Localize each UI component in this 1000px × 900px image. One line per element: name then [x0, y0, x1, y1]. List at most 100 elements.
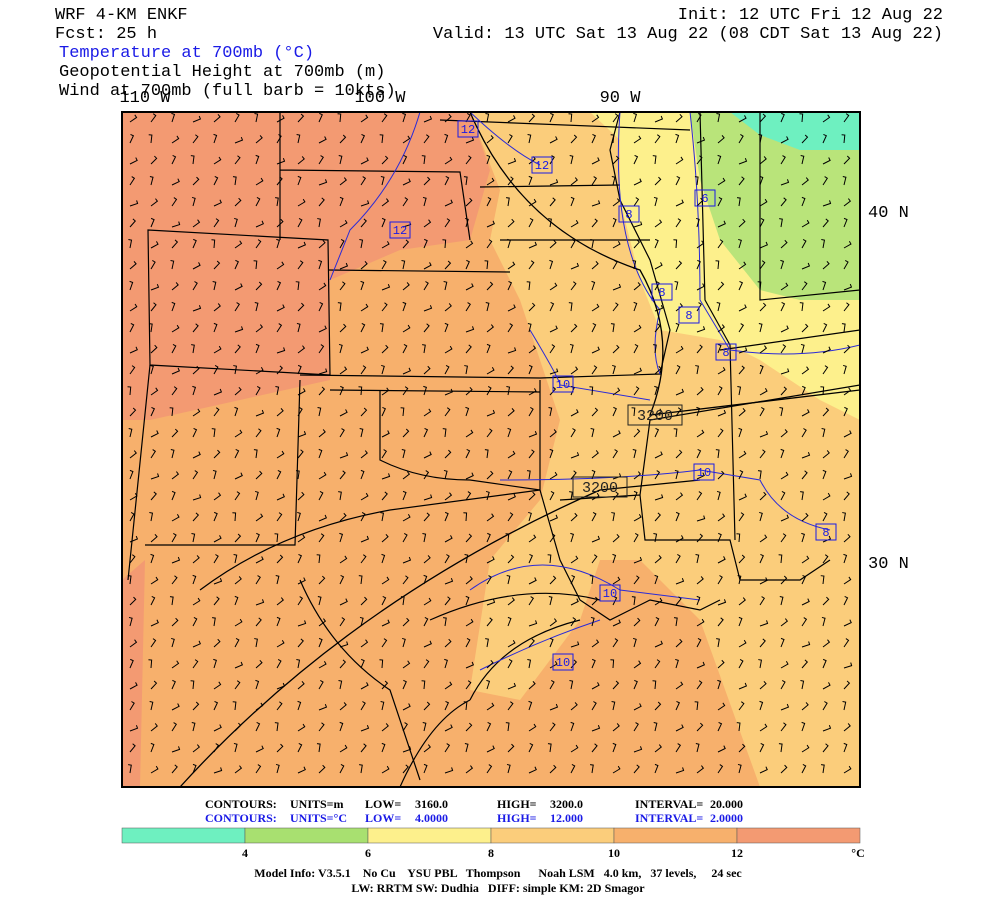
wind-barb: [129, 280, 134, 291]
wind-barb: [401, 637, 406, 648]
temp-contour-value: 10: [603, 587, 617, 601]
wind-barb: [318, 301, 324, 312]
wind-barb: [402, 239, 410, 249]
wind-barb: [444, 260, 452, 270]
colorbar-label: 12: [731, 846, 743, 860]
wind-barb: [381, 283, 391, 291]
wind-barb: [129, 407, 137, 417]
wind-barb: [381, 155, 389, 165]
wind-barb: [213, 260, 221, 270]
wind-barb: [318, 259, 323, 270]
wind-barb: [654, 219, 663, 228]
wind-barb: [801, 702, 809, 711]
wind-barb: [276, 639, 285, 648]
wind-barb: [695, 365, 699, 375]
wind-barb: [276, 115, 285, 123]
wind-barb: [192, 574, 197, 585]
wind-barb: [696, 406, 701, 417]
wind-barb: [759, 156, 767, 165]
wind-barb: [612, 680, 620, 690]
wind-barb: [759, 345, 768, 354]
wind-barb: [150, 406, 156, 417]
wind-barb: [360, 133, 366, 144]
wind-barb: [843, 533, 851, 543]
wind-barb: [570, 555, 579, 564]
wind-barb: [736, 533, 741, 543]
wind-barb: [675, 407, 682, 417]
wind-barb: [675, 596, 682, 606]
wind-barb: [465, 136, 475, 144]
wind-barb: [653, 196, 658, 207]
contour-info: 3200.0: [550, 797, 583, 811]
wind-barb: [738, 365, 745, 375]
wind-barb: [822, 554, 829, 564]
wind-barb: [360, 725, 370, 732]
wind-barb: [759, 596, 765, 606]
wind-barb: [381, 619, 390, 627]
wind-barb: [612, 113, 619, 123]
wind-barb: [192, 427, 198, 438]
wind-barb: [759, 620, 769, 627]
wind-barb: [549, 112, 554, 123]
wind-barb: [234, 386, 242, 396]
wind-barb: [423, 262, 432, 270]
wind-barb: [444, 700, 450, 711]
wind-barb: [129, 133, 135, 144]
wind-barb: [780, 282, 789, 291]
wind-barb: [549, 368, 559, 375]
wind-barb: [150, 364, 154, 375]
wind-barb: [360, 535, 370, 543]
wind-barb: [591, 492, 600, 501]
wind-barb: [276, 158, 286, 165]
wind-barb: [213, 218, 220, 228]
wind-barb: [465, 217, 469, 228]
wind-barb: [738, 323, 745, 333]
wind-barb: [359, 427, 364, 438]
wind-barb: [612, 533, 620, 543]
wind-barb: [738, 639, 747, 648]
wind-barb: [234, 429, 243, 438]
wind-barb: [381, 430, 390, 438]
wind-barb: [297, 198, 306, 207]
wind-barb: [612, 449, 618, 459]
wind-barb: [465, 472, 474, 480]
wind-barb: [234, 638, 240, 648]
wind-barb: [255, 532, 260, 543]
wind-barb: [759, 577, 768, 585]
wind-barb: [507, 427, 512, 438]
wind-barb: [801, 323, 809, 333]
wind-barb: [297, 620, 307, 627]
wind-barb: [612, 553, 617, 564]
wind-barb: [276, 261, 285, 270]
wind-barb: [507, 158, 517, 165]
wind-barb: [444, 638, 452, 648]
wind-barb: [675, 345, 684, 354]
wind-barb: [213, 449, 221, 459]
wind-barb: [276, 450, 285, 459]
wind-barb: [234, 283, 243, 291]
wind-barb: [402, 533, 408, 543]
wind-barb: [590, 239, 595, 249]
wind-barb: [381, 491, 388, 501]
wind-barb: [528, 766, 537, 774]
wind-barb: [843, 473, 853, 480]
wind-barb: [213, 578, 223, 585]
wind-barb: [234, 217, 238, 228]
wind-barb: [465, 283, 474, 291]
wind-barb: [171, 660, 180, 669]
wind-barb: [233, 365, 238, 375]
contour-info: HIGH=: [497, 797, 537, 811]
wind-barb: [318, 471, 327, 480]
wind-barb: [549, 282, 558, 291]
wind-barb: [297, 681, 305, 690]
wind-barb: [695, 742, 700, 753]
contour-info: LOW=: [365, 811, 401, 825]
wind-barb: [591, 200, 601, 207]
wind-barb: [423, 115, 433, 123]
wind-barb: [759, 113, 767, 123]
wind-barb: [612, 430, 621, 438]
wind-barb: [171, 764, 178, 774]
wind-barb: [801, 512, 809, 522]
wind-barb: [381, 344, 389, 354]
temp-contour-value: 12: [461, 123, 475, 137]
